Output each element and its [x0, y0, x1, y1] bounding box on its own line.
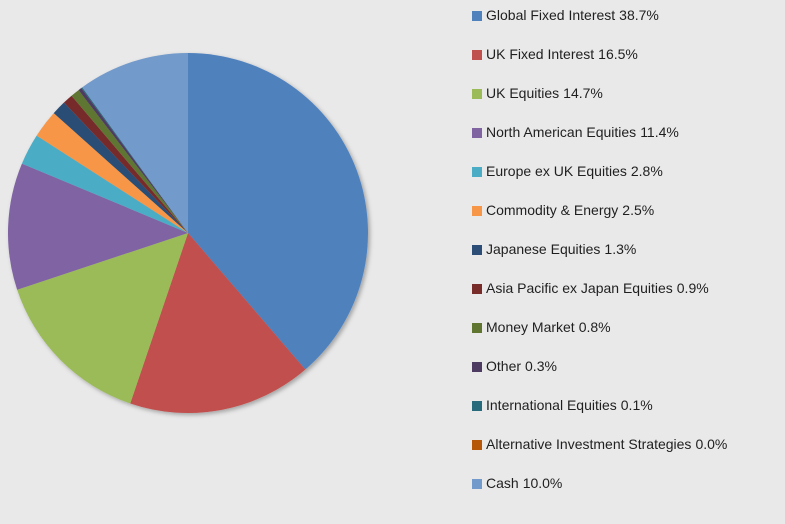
pie-slice: [63, 95, 188, 233]
pie: [7, 53, 369, 413]
legend-label: Asia Pacific ex Japan Equities 0.9%: [486, 280, 709, 296]
legend-swatch: [472, 206, 482, 216]
legend: Global Fixed Interest 38.7% UK Fixed Inter…: [472, 7, 727, 491]
legend-label: UK Equities 14.7%: [486, 85, 603, 101]
pie-slice: [81, 87, 188, 233]
legend-label: Money Market 0.8%: [486, 319, 611, 335]
legend-value: 2.8%: [631, 163, 663, 179]
legend-value: 0.3%: [525, 358, 557, 374]
legend-name: Commodity & Energy: [486, 202, 618, 218]
legend-name: International Equities: [486, 397, 617, 413]
legend-swatch: [472, 245, 482, 255]
legend-value: 11.4%: [640, 124, 679, 140]
legend-swatch: [472, 284, 482, 294]
legend-swatch: [472, 89, 482, 99]
legend-value: 0.0%: [695, 436, 727, 452]
legend-name: Asia Pacific ex Japan Equities: [486, 280, 673, 296]
legend-swatch: [472, 11, 482, 21]
legend-name: Cash: [486, 475, 519, 491]
legend-label: Alternative Investment Strategies 0.0%: [486, 436, 727, 452]
legend-name: Other: [486, 358, 521, 374]
legend-label: North American Equities 11.4%: [486, 124, 679, 140]
legend-name: Japanese Equities: [486, 241, 600, 257]
legend-value: 0.8%: [579, 319, 611, 335]
legend-value: 0.9%: [677, 280, 709, 296]
legend-label: Cash 10.0%: [486, 475, 562, 491]
legend-swatch: [472, 479, 482, 489]
pie-slice: [53, 102, 189, 233]
pie-slice: [7, 163, 188, 290]
legend-value: 2.5%: [622, 202, 654, 218]
legend-value: 0.1%: [621, 397, 653, 413]
legend-value: 38.7%: [619, 7, 659, 23]
legend-swatch: [472, 362, 482, 372]
pie-slice: [188, 53, 369, 370]
legend-swatch: [472, 401, 482, 411]
pie-slice: [78, 88, 188, 233]
legend-name: Global Fixed Interest: [486, 7, 615, 23]
legend-label: Global Fixed Interest 38.7%: [486, 7, 659, 23]
legend-value: 14.7%: [563, 85, 603, 101]
legend-swatch: [472, 167, 482, 177]
legend-name: Europe ex UK Equities: [486, 163, 627, 179]
legend-value: 16.5%: [598, 46, 638, 62]
legend-name: UK Equities: [486, 85, 559, 101]
pie-slice: [17, 233, 189, 404]
legend-label: Commodity & Energy 2.5%: [486, 202, 654, 218]
pie-slice: [36, 113, 188, 233]
legend-label: UK Fixed Interest 16.5%: [486, 46, 638, 62]
legend-swatch: [472, 323, 482, 333]
legend-label: Europe ex UK Equities 2.8%: [486, 163, 663, 179]
legend-name: Money Market: [486, 319, 575, 335]
legend-label: Other 0.3%: [486, 358, 557, 374]
legend-label: Japanese Equities 1.3%: [486, 241, 636, 257]
legend-swatch: [472, 50, 482, 60]
legend-name: Alternative Investment Strategies: [486, 436, 691, 452]
pie-slice: [130, 233, 306, 413]
legend-name: North American Equities: [486, 124, 636, 140]
legend-value: 10.0%: [523, 475, 563, 491]
pie-slice: [21, 135, 188, 233]
pie-slice: [71, 90, 188, 233]
legend-label: International Equities 0.1%: [486, 397, 653, 413]
legend-swatch: [472, 440, 482, 450]
pie-slice: [82, 53, 188, 233]
legend-swatch: [472, 128, 482, 138]
legend-value: 1.3%: [604, 241, 636, 257]
legend-name: UK Fixed Interest: [486, 46, 594, 62]
